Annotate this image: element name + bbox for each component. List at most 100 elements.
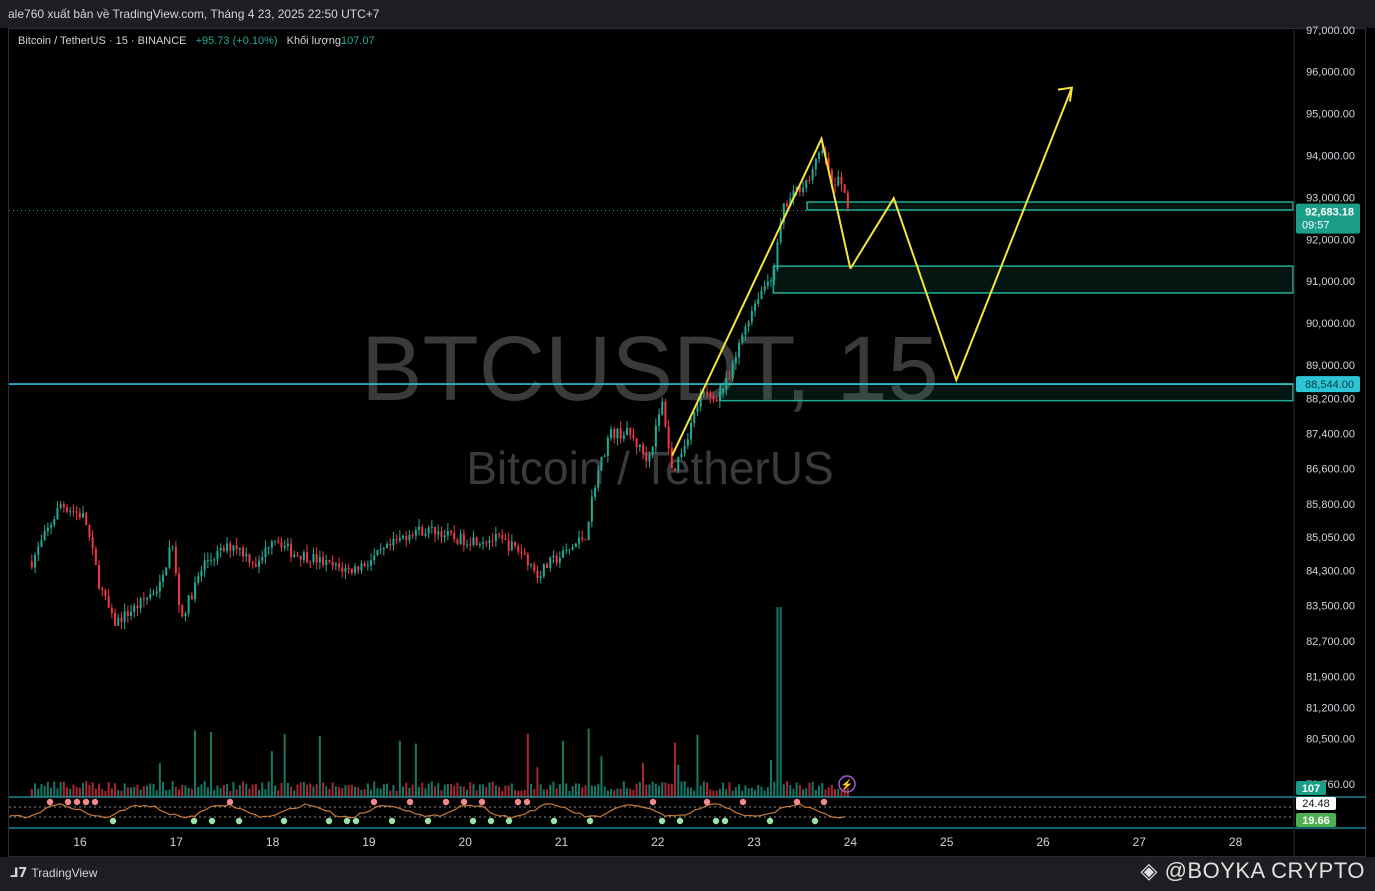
osc-dot-bull xyxy=(469,817,477,825)
volume-bar xyxy=(770,760,773,797)
volume-bar xyxy=(379,788,382,797)
projection-path[interactable] xyxy=(849,87,1073,383)
candle xyxy=(50,524,53,528)
candle xyxy=(798,186,801,193)
candle xyxy=(242,547,245,557)
volume-bar xyxy=(587,728,590,797)
volume-bar xyxy=(40,784,43,797)
candle xyxy=(274,540,277,542)
candle xyxy=(341,567,344,572)
candle xyxy=(62,504,65,508)
volume-bar xyxy=(798,785,801,797)
candle xyxy=(597,470,600,488)
volume-bar xyxy=(270,751,273,797)
volume-bar xyxy=(677,764,680,797)
volume-bar xyxy=(213,789,216,797)
volume-bar xyxy=(658,785,661,797)
volume-bar xyxy=(411,784,414,797)
volume-bar xyxy=(155,790,158,797)
volume-bar xyxy=(514,790,517,797)
volume-bar xyxy=(478,784,481,797)
flash-icon[interactable] xyxy=(838,775,856,793)
volume-bar xyxy=(370,789,373,797)
candle xyxy=(363,563,366,567)
candle xyxy=(466,544,469,546)
price-tick-label: 85,800.00 xyxy=(1306,499,1355,511)
volume-bar xyxy=(782,784,785,797)
tradingview-logo[interactable]: ⅃7 TradingView xyxy=(10,866,97,881)
candle xyxy=(85,512,88,525)
price-tick-label: 89,000.00 xyxy=(1306,360,1355,372)
volume-bar xyxy=(91,782,94,797)
candle xyxy=(395,538,398,541)
osc-dot-bull xyxy=(550,817,558,825)
price-tick-label: 91,000.00 xyxy=(1306,276,1355,288)
candle xyxy=(574,543,577,547)
candle xyxy=(165,567,168,576)
price-tick-label: 85,050.00 xyxy=(1306,532,1355,544)
candle xyxy=(181,605,184,617)
candle xyxy=(178,573,181,606)
candle xyxy=(299,555,302,560)
candle xyxy=(827,157,830,171)
candle xyxy=(488,540,491,544)
candle xyxy=(702,391,705,393)
volume-bar xyxy=(190,788,193,797)
candle xyxy=(478,543,481,546)
candle xyxy=(248,554,251,563)
volume-bar xyxy=(107,781,110,797)
volume-bar xyxy=(162,782,165,797)
osc-dot-bull xyxy=(676,817,684,825)
volume-bar xyxy=(280,782,283,797)
candle xyxy=(718,391,721,402)
volume-bar xyxy=(763,790,766,797)
symbol-legend[interactable]: Bitcoin / TetherUS · 15 · BINANCE +95.73… xyxy=(18,35,375,47)
time-tick-label: 28 xyxy=(1229,835,1243,849)
candle xyxy=(542,563,545,577)
volume-bar xyxy=(78,787,81,797)
price-tick-label: 96,000.00 xyxy=(1306,67,1355,79)
candle xyxy=(568,549,571,551)
osc-dot-bull xyxy=(208,817,216,825)
candle xyxy=(290,543,293,557)
candle xyxy=(795,186,798,191)
candle xyxy=(728,378,731,380)
candle xyxy=(424,533,427,536)
candle xyxy=(366,565,369,567)
volume-bar xyxy=(827,787,830,797)
candle xyxy=(280,542,283,548)
impulse-line[interactable] xyxy=(671,135,852,456)
volume-bar xyxy=(232,782,235,797)
volume-bar xyxy=(635,783,638,797)
candle xyxy=(232,545,235,551)
zone-rect-2[interactable] xyxy=(719,383,1294,402)
candle xyxy=(360,563,363,571)
volume-bar xyxy=(152,783,155,797)
volume-bar xyxy=(562,740,565,797)
volume-bar xyxy=(344,785,347,797)
zone-rect-0[interactable] xyxy=(806,201,1294,211)
candle xyxy=(802,188,805,193)
candle xyxy=(645,453,648,462)
volume-bar xyxy=(811,781,814,797)
candle xyxy=(514,541,517,547)
volume-bar xyxy=(786,781,789,797)
candle xyxy=(72,511,75,513)
candle xyxy=(277,540,280,543)
time-tick-label: 20 xyxy=(459,835,473,849)
price-tick-label: 82,700.00 xyxy=(1306,636,1355,648)
osc-dot-bear xyxy=(460,798,468,806)
candle xyxy=(581,537,584,540)
volume-bar xyxy=(757,785,760,797)
candle xyxy=(325,560,328,566)
volume-bar xyxy=(338,787,341,797)
candle xyxy=(392,538,395,546)
volume-bar xyxy=(357,787,360,797)
volume-bar xyxy=(789,785,792,797)
volume-bar xyxy=(699,785,702,797)
zone-rect-1[interactable] xyxy=(772,265,1294,294)
symbol-title[interactable]: Bitcoin / TetherUS · 15 · BINANCE xyxy=(18,35,187,47)
candle xyxy=(206,560,209,562)
osc-dot-bull xyxy=(235,817,243,825)
